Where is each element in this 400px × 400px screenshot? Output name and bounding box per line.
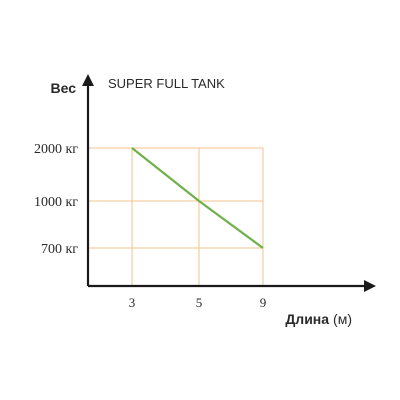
x-tick-label: 5 xyxy=(196,295,203,310)
x-axis-title: Длина (м) xyxy=(285,311,352,327)
y-tick-label: 1000 кг xyxy=(34,195,78,210)
y-tick-label: 2000 кг xyxy=(34,142,78,157)
y-axis-title: Вес xyxy=(51,80,77,96)
y-tick-labels: 2000 кг 1000 кг 700 кг xyxy=(34,142,78,257)
x-tick-label: 3 xyxy=(129,295,136,310)
y-axis-arrow xyxy=(82,74,94,86)
chart-title: SUPER FULL TANK xyxy=(108,76,225,91)
guide-lines xyxy=(88,147,264,286)
x-tick-label: 9 xyxy=(260,295,267,310)
series-line xyxy=(131,147,264,249)
x-axis-title-label: Длина xyxy=(285,311,329,327)
y-tick-label: 700 кг xyxy=(41,242,78,257)
x-axis-arrow xyxy=(364,280,376,292)
x-tick-labels: 3 5 9 xyxy=(129,295,267,310)
x-axis-title-unit: (м) xyxy=(333,311,352,327)
series-layer xyxy=(131,147,264,249)
